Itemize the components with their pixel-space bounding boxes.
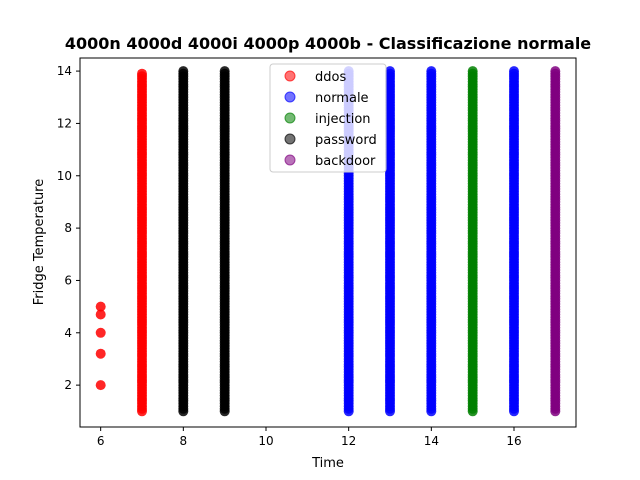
x-axis-label: Time — [311, 456, 344, 471]
legend-marker-ddos — [284, 70, 296, 82]
legend-label-injection: injection — [315, 112, 371, 127]
x-tick-label: 10 — [258, 434, 273, 448]
series-password — [178, 66, 230, 417]
y-tick-label: 8 — [64, 221, 72, 235]
data-point — [219, 66, 230, 77]
x-axis: 6 8 10 12 14 16 — [97, 427, 522, 448]
series-ddos — [95, 68, 147, 417]
y-tick-label: 2 — [64, 378, 72, 392]
y-tick-label: 10 — [57, 169, 72, 183]
y-tick-label: 14 — [57, 64, 72, 78]
y-axis: 2 4 6 8 10 12 14 — [57, 64, 80, 392]
x-tick-label: 6 — [97, 434, 105, 448]
y-axis-label: Fridge Temperature — [32, 179, 47, 305]
data-point — [95, 309, 106, 320]
data-point — [178, 66, 189, 77]
legend-marker-backdoor — [284, 154, 296, 166]
legend-marker-injection — [284, 112, 296, 124]
x-tick-label: 16 — [506, 434, 521, 448]
x-tick-label: 14 — [424, 434, 439, 448]
plot-frame — [79, 57, 577, 428]
series-injection — [467, 66, 478, 417]
legend-frame — [269, 63, 387, 173]
legend-label-backdoor: backdoor — [315, 154, 376, 169]
data-point — [426, 66, 437, 77]
data-point — [385, 66, 395, 77]
x-tick-label: 8 — [180, 434, 188, 448]
legend: ddos normale injection password backdoor — [269, 63, 387, 173]
legend-label-normale: normale — [315, 91, 369, 106]
data-point — [95, 348, 106, 359]
data-point — [95, 380, 106, 391]
data-point — [95, 327, 106, 338]
y-tick-label: 4 — [64, 326, 72, 340]
legend-marker-password — [284, 133, 296, 145]
data-point — [509, 66, 519, 77]
x-tick-label: 12 — [341, 434, 356, 448]
data-point — [550, 66, 561, 77]
data-point — [137, 68, 147, 79]
plot-area — [95, 66, 561, 417]
legend-marker-normale — [284, 91, 296, 103]
data-point — [467, 66, 478, 77]
legend-label-ddos: ddos — [315, 70, 346, 85]
series-backdoor — [550, 66, 561, 417]
y-tick-label: 12 — [57, 116, 72, 130]
y-tick-label: 6 — [64, 273, 72, 287]
data-point — [95, 301, 106, 312]
legend-label-password: password — [315, 133, 377, 148]
chart-title: 4000n 4000d 4000i 4000p 4000b - Classifi… — [65, 34, 591, 53]
